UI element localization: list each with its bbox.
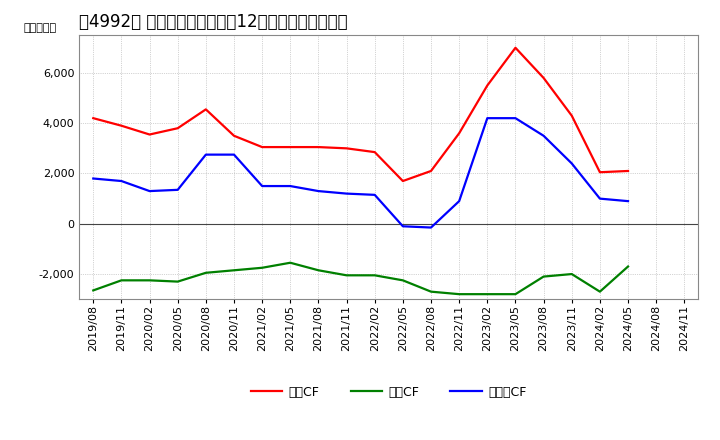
投資CF: [258, 265, 266, 271]
フリーCF: [427, 225, 436, 230]
投資CF: [202, 270, 210, 275]
営業CF: [145, 132, 154, 137]
Text: ［4992］ キャッシュフローの12か月移動合計の推移: ［4992］ キャッシュフローの12か月移動合計の推移: [79, 13, 348, 31]
投資CF: [89, 288, 98, 293]
投資CF: [314, 268, 323, 273]
Legend: 営業CF, 投資CF, フリーCF: 営業CF, 投資CF, フリーCF: [246, 381, 531, 404]
フリーCF: [342, 191, 351, 196]
フリーCF: [145, 188, 154, 194]
営業CF: [314, 144, 323, 150]
フリーCF: [624, 198, 632, 204]
投資CF: [483, 292, 492, 297]
営業CF: [230, 133, 238, 139]
投資CF: [370, 273, 379, 278]
営業CF: [624, 169, 632, 174]
投資CF: [117, 278, 126, 283]
Line: フリーCF: フリーCF: [94, 118, 628, 227]
投資CF: [145, 278, 154, 283]
投資CF: [455, 292, 464, 297]
フリーCF: [314, 188, 323, 194]
フリーCF: [567, 161, 576, 166]
営業CF: [258, 144, 266, 150]
営業CF: [567, 113, 576, 118]
フリーCF: [539, 133, 548, 139]
投資CF: [399, 278, 408, 283]
投資CF: [595, 289, 604, 294]
投資CF: [511, 292, 520, 297]
営業CF: [455, 131, 464, 136]
フリーCF: [230, 152, 238, 157]
Line: 投資CF: 投資CF: [94, 263, 628, 294]
Y-axis label: （百万円）: （百万円）: [24, 22, 57, 33]
投資CF: [539, 274, 548, 279]
営業CF: [399, 178, 408, 183]
フリーCF: [202, 152, 210, 157]
営業CF: [202, 107, 210, 112]
営業CF: [539, 75, 548, 81]
営業CF: [286, 144, 294, 150]
フリーCF: [455, 198, 464, 204]
投資CF: [230, 268, 238, 273]
投資CF: [342, 273, 351, 278]
フリーCF: [117, 178, 126, 183]
投資CF: [174, 279, 182, 284]
投資CF: [624, 264, 632, 269]
営業CF: [483, 83, 492, 88]
営業CF: [427, 169, 436, 174]
フリーCF: [483, 116, 492, 121]
営業CF: [117, 123, 126, 128]
フリーCF: [286, 183, 294, 189]
投資CF: [567, 271, 576, 277]
フリーCF: [595, 196, 604, 201]
Line: 営業CF: 営業CF: [94, 48, 628, 181]
営業CF: [595, 169, 604, 175]
フリーCF: [89, 176, 98, 181]
営業CF: [342, 146, 351, 151]
フリーCF: [511, 116, 520, 121]
投資CF: [286, 260, 294, 265]
フリーCF: [399, 224, 408, 229]
フリーCF: [174, 187, 182, 192]
営業CF: [174, 125, 182, 131]
営業CF: [511, 45, 520, 51]
フリーCF: [370, 192, 379, 198]
フリーCF: [258, 183, 266, 189]
営業CF: [370, 150, 379, 155]
営業CF: [89, 116, 98, 121]
投資CF: [427, 289, 436, 294]
